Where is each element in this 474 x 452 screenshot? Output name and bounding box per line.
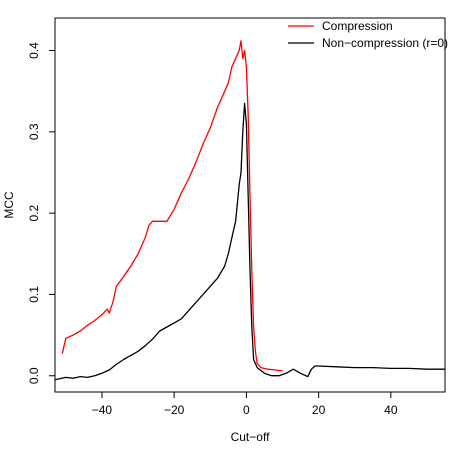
legend: Compression Non−compression (r=0)	[288, 19, 448, 50]
x-tick-label: 20	[312, 403, 326, 417]
y-tick-label: 0.1	[27, 286, 41, 303]
x-axis: −40 −20 0 20 40	[92, 392, 398, 417]
x-tick-label: −40	[92, 403, 113, 417]
x-axis-title: Cut−off	[231, 430, 270, 444]
series-line-compression	[61, 40, 283, 372]
series-layer	[54, 40, 445, 381]
y-tick-label: 0.3	[27, 123, 41, 140]
y-tick-label: 0.2	[27, 204, 41, 221]
y-tick-label: 0.4	[27, 42, 41, 59]
x-tick-label: 0	[243, 403, 250, 417]
x-tick-label: −20	[164, 403, 185, 417]
y-tick-label: 0.0	[27, 367, 41, 384]
x-tick-label: 40	[384, 403, 398, 417]
y-axis-title: MCC	[2, 191, 16, 219]
legend-label-compression: Compression	[322, 19, 393, 33]
y-axis: 0.0 0.1 0.2 0.3 0.4	[27, 42, 55, 384]
plot-frame	[54, 17, 446, 393]
legend-label-non-compression: Non−compression (r=0)	[322, 36, 448, 50]
series-line-non-compression	[54, 102, 445, 381]
